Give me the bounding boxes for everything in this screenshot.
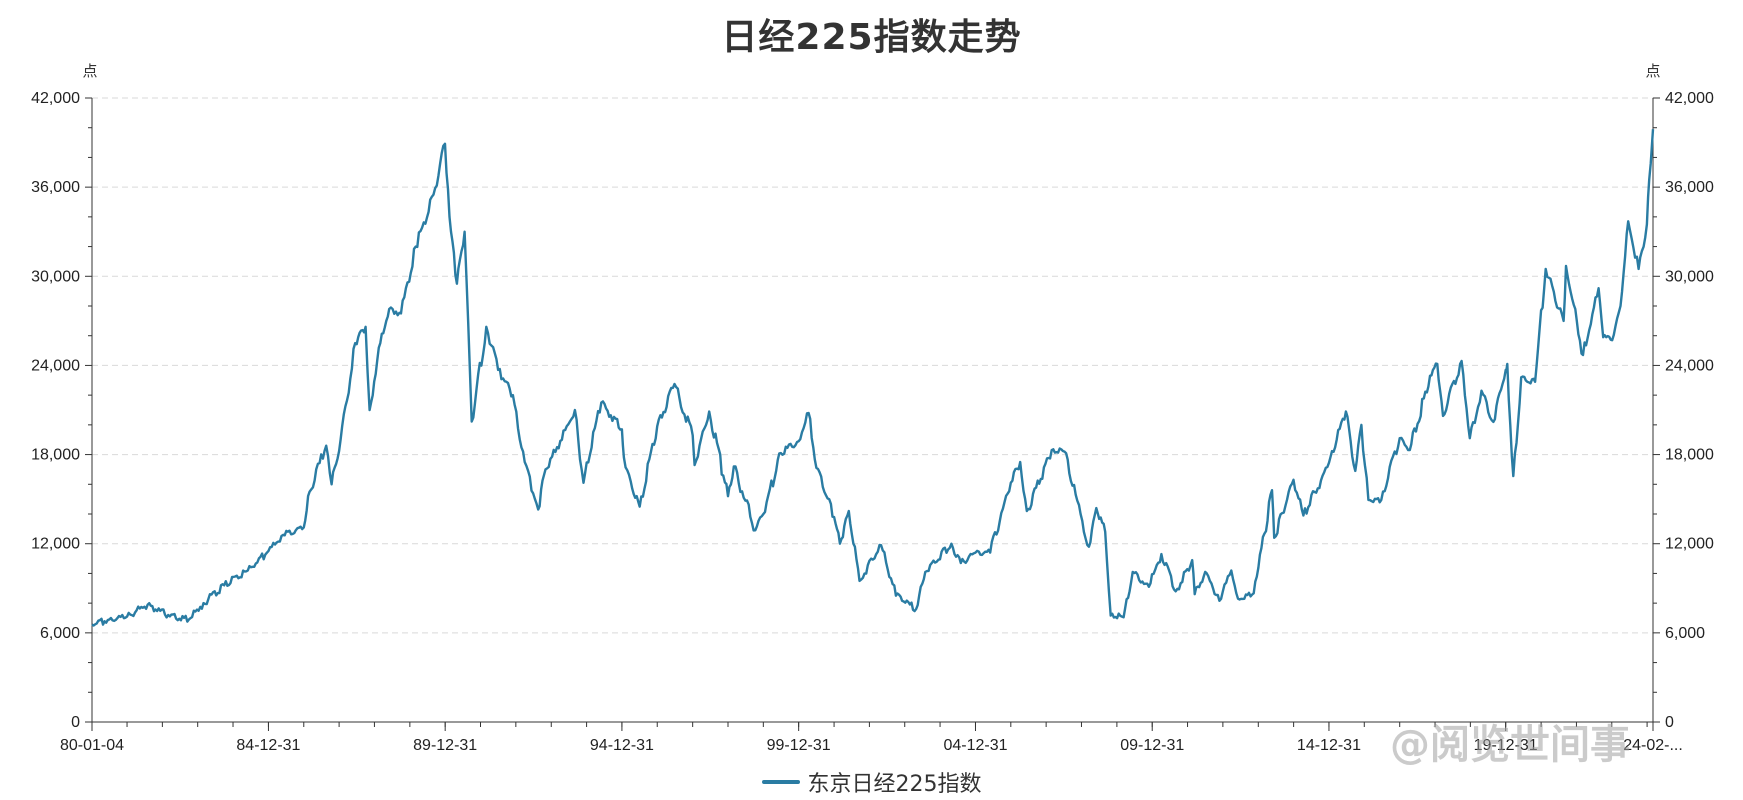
y-tick-label-right-5: 30,000 — [1665, 268, 1714, 285]
y-tick-label-right-4: 24,000 — [1665, 357, 1714, 374]
y-axis-unit-right: 点 — [1645, 62, 1660, 80]
y-tick-label-left-6: 36,000 — [31, 179, 80, 196]
x-tick-label-1: 84-12-31 — [236, 737, 300, 754]
watermark: @阅览世间事 — [1390, 722, 1630, 768]
y-tick-label-right-7: 42,000 — [1665, 90, 1714, 107]
y-tick-label-left-3: 18,000 — [31, 447, 80, 464]
y-tick-label-left-1: 6,000 — [40, 625, 80, 642]
x-tick-label-5: 04-12-31 — [943, 737, 1007, 754]
series-line-nikkei225 — [91, 129, 1655, 627]
y-tick-label-left-2: 12,000 — [31, 536, 80, 553]
x-tick-label-0: 80-01-04 — [60, 737, 124, 754]
y-tick-label-right-3: 18,000 — [1665, 447, 1714, 464]
x-tick-label-6: 09-12-31 — [1120, 737, 1184, 754]
y-axis-unit-left: 点 — [82, 62, 97, 80]
y-tick-label-right-6: 36,000 — [1665, 179, 1714, 196]
y-tick-label-right-2: 12,000 — [1665, 536, 1714, 553]
y-axis-left: 0 6,000 12,000 18,000 24,000 30,000 36,000 42,0… — [31, 90, 92, 731]
x-tick-label-4: 99-12-31 — [767, 737, 831, 754]
y-tick-label-left-5: 30,000 — [31, 268, 80, 285]
legend-label: 东京日经225指数 — [807, 772, 982, 797]
chart-title: 日经225指数走势 — [721, 17, 1022, 58]
x-tick-label-3: 94-12-31 — [590, 737, 654, 754]
y-tick-label-right-0: 0 — [1665, 714, 1674, 731]
legend[interactable]: 东京日经225指数 — [0, 766, 1743, 798]
x-tick-label-7: 14-12-31 — [1297, 737, 1361, 754]
legend-swatch — [761, 780, 800, 784]
x-tick-label-9: 24-02-... — [1623, 737, 1683, 754]
x-tick-label-8: 19-12-31 — [1474, 737, 1538, 754]
y-tick-label-right-1: 6,000 — [1665, 625, 1705, 642]
y-axis-right: 0 6,000 12,000 18,000 24,000 30,000 36,000 42,0… — [1653, 90, 1714, 731]
axes — [91, 98, 1654, 723]
grid-lines — [92, 97, 1653, 634]
y-tick-label-left-4: 24,000 — [31, 357, 80, 374]
x-axis: 80-01-04 84-12-31 89-12-31 94-12-31 99-12-31… — [60, 722, 1683, 754]
x-tick-label-2: 89-12-31 — [413, 737, 477, 754]
y-tick-label-left-7: 42,000 — [31, 90, 80, 107]
y-tick-label-left-0: 0 — [71, 714, 80, 731]
